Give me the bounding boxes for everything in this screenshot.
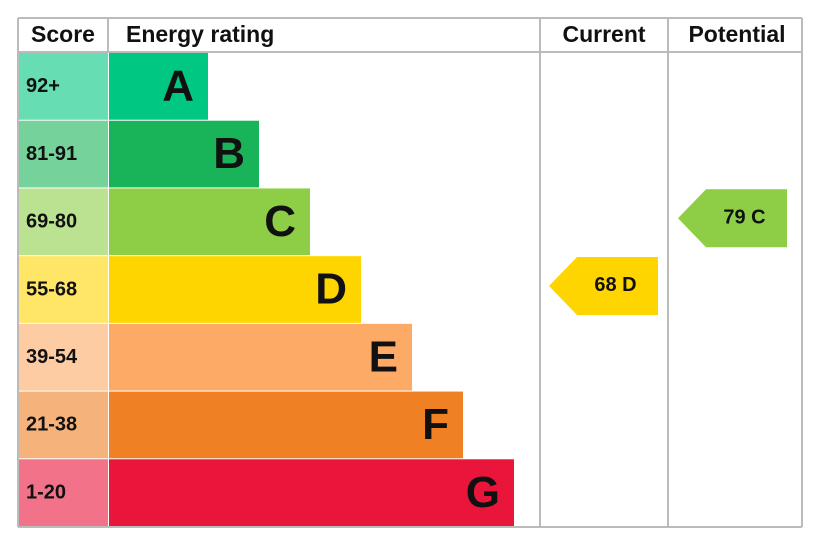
score-cell [19, 391, 108, 459]
band-letter: D [315, 265, 347, 314]
rating-band [109, 391, 463, 459]
score-range: 1-20 [26, 481, 66, 503]
band-letter: G [466, 468, 500, 517]
rating-band [109, 256, 361, 323]
current-arrow: 68 D [549, 257, 658, 315]
arrow-rating: D [622, 274, 636, 296]
score-cell [19, 256, 108, 323]
score-range: 39-54 [26, 346, 78, 368]
rating-band [109, 120, 259, 188]
score-cell [19, 120, 108, 188]
score-range: 69-80 [26, 211, 77, 233]
rating-band [109, 188, 310, 256]
band-letter: E [369, 332, 398, 381]
arrow-score: 79 [723, 207, 745, 229]
arrow-label: 79 C [723, 207, 765, 229]
band-letter: F [422, 400, 449, 449]
rating-band [109, 459, 514, 526]
score-range: 55-68 [26, 278, 77, 300]
score-cell [19, 459, 108, 526]
score-range: 21-38 [26, 414, 77, 436]
arrow-score: 68 [594, 274, 616, 296]
band-letter: C [264, 197, 296, 246]
score-cell [19, 53, 108, 120]
header-potential: Potential [688, 21, 785, 47]
score-cell [19, 323, 108, 391]
grid [17, 17, 803, 528]
rating-band [109, 53, 208, 120]
potential-arrow: 79 C [678, 189, 787, 248]
arrow-shape [549, 257, 658, 315]
header-rating: Energy rating [126, 21, 274, 47]
header-score: Score [31, 21, 95, 47]
band-letter: B [213, 129, 245, 178]
arrow-rating: C [751, 207, 765, 229]
band-letter: A [162, 61, 194, 110]
score-cell [19, 188, 108, 256]
arrow-label: 68 D [594, 274, 636, 296]
arrow-shape [678, 189, 787, 248]
score-range: 81-91 [26, 143, 77, 165]
rating-band [109, 323, 412, 391]
score-range: 92+ [26, 75, 60, 97]
header-current: Current [562, 21, 645, 47]
